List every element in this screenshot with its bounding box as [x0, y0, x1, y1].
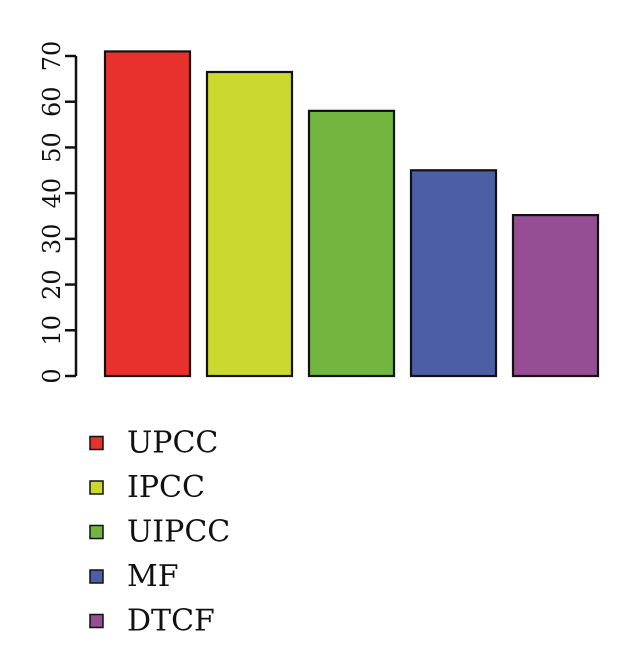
legend-swatch-uipcc	[89, 524, 104, 540]
legend: UPCC IPCC UIPCC MF DTCF	[89, 426, 230, 639]
y-tick-label: 30	[38, 224, 66, 255]
y-tick-label: 40	[38, 178, 66, 209]
bars	[103, 50, 600, 378]
legend-label-upcc: UPCC	[127, 426, 218, 461]
bar-upcc	[103, 50, 192, 378]
legend-swatch-mf	[89, 569, 104, 584]
y-tick-label: 50	[38, 132, 66, 163]
y-tick-label: 60	[38, 86, 66, 117]
bar-uipcc	[307, 109, 396, 378]
legend-label-mf: MF	[127, 559, 179, 594]
bar-mf	[409, 169, 498, 378]
y-tick-label: 20	[38, 269, 66, 300]
y-tick-label: 10	[38, 315, 66, 346]
legend-swatch-upcc	[89, 435, 104, 451]
y-tick-label: 70	[38, 41, 66, 72]
legend-label-dtcf: DTCF	[127, 604, 215, 639]
bar-ipcc	[205, 70, 294, 378]
y-axis: 0 10 20 30 40 50 60 70	[38, 41, 78, 384]
legend-label-uipcc: UIPCC	[127, 515, 230, 550]
y-tick-label: 0	[38, 368, 66, 383]
legend-swatch-ipcc	[89, 480, 104, 495]
bar-dtcf	[511, 213, 600, 378]
legend-swatch-dtcf	[89, 613, 104, 629]
legend-label-ipcc: IPCC	[127, 470, 205, 505]
